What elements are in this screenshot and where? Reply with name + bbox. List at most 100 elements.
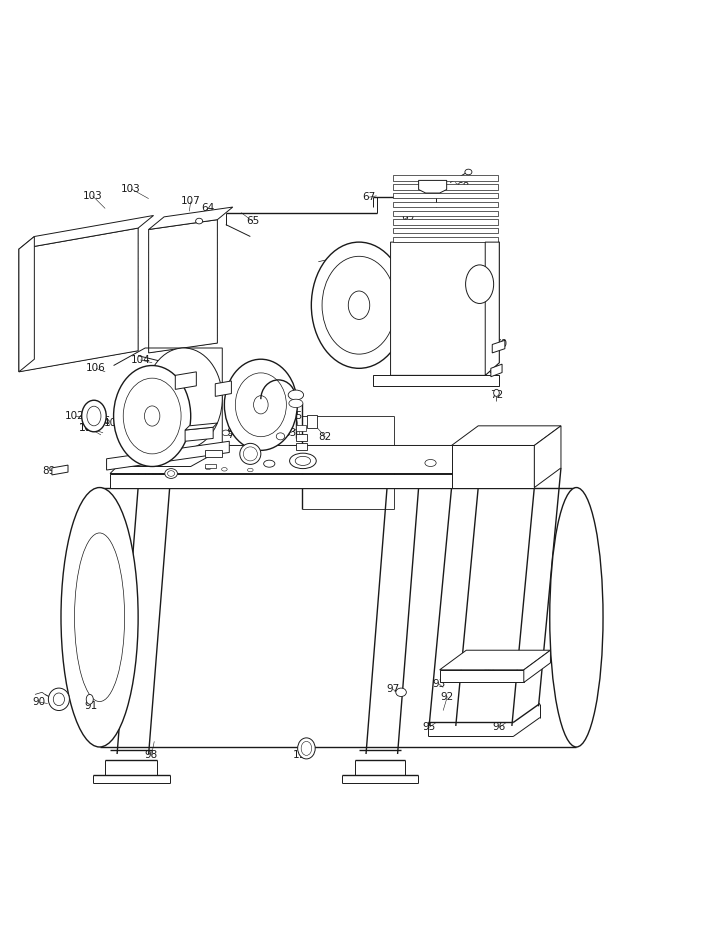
Text: 74: 74	[275, 402, 289, 411]
Text: 67: 67	[362, 192, 375, 202]
Polygon shape	[19, 236, 34, 372]
Text: 110: 110	[293, 750, 313, 760]
Text: 100: 100	[80, 423, 99, 433]
Polygon shape	[451, 425, 561, 445]
Text: 103: 103	[82, 191, 102, 201]
Text: 75: 75	[289, 411, 303, 421]
Text: 103: 103	[18, 349, 38, 359]
Ellipse shape	[82, 400, 106, 432]
Ellipse shape	[341, 254, 348, 259]
Text: 99: 99	[125, 432, 139, 442]
Ellipse shape	[289, 399, 303, 408]
Text: 78: 78	[227, 430, 241, 440]
Text: 88: 88	[482, 446, 496, 456]
Ellipse shape	[61, 488, 138, 747]
FancyBboxPatch shape	[393, 228, 498, 233]
Polygon shape	[149, 219, 218, 353]
Ellipse shape	[222, 430, 230, 436]
FancyBboxPatch shape	[296, 442, 307, 450]
Text: 79: 79	[263, 437, 276, 446]
Text: 91: 91	[84, 702, 98, 711]
Ellipse shape	[113, 366, 191, 466]
Text: 100: 100	[80, 423, 99, 433]
Ellipse shape	[240, 443, 261, 465]
Polygon shape	[492, 341, 505, 353]
Text: 67: 67	[365, 258, 378, 268]
Text: 72: 72	[490, 390, 503, 400]
Text: 107: 107	[181, 197, 201, 206]
Text: 69: 69	[401, 212, 415, 222]
Polygon shape	[451, 445, 534, 488]
Text: 73: 73	[275, 393, 289, 403]
Polygon shape	[110, 445, 534, 474]
FancyBboxPatch shape	[393, 211, 498, 216]
Text: 71: 71	[487, 366, 501, 375]
Text: 68: 68	[456, 183, 470, 192]
Text: 66: 66	[97, 416, 111, 426]
Text: 70: 70	[494, 340, 507, 350]
Ellipse shape	[49, 688, 70, 711]
Ellipse shape	[225, 359, 297, 451]
FancyBboxPatch shape	[393, 175, 498, 181]
Ellipse shape	[289, 453, 316, 468]
FancyBboxPatch shape	[393, 184, 498, 189]
FancyBboxPatch shape	[393, 237, 498, 242]
Polygon shape	[149, 207, 233, 230]
Text: 90: 90	[32, 697, 46, 707]
Text: 98: 98	[145, 750, 158, 760]
Polygon shape	[185, 427, 213, 441]
Polygon shape	[19, 228, 138, 372]
Polygon shape	[534, 425, 561, 488]
Polygon shape	[524, 650, 551, 682]
Ellipse shape	[86, 694, 93, 704]
Polygon shape	[106, 441, 230, 470]
Polygon shape	[369, 252, 380, 266]
FancyBboxPatch shape	[393, 219, 498, 225]
Ellipse shape	[465, 265, 494, 303]
Text: 105: 105	[161, 363, 181, 373]
Text: 92: 92	[441, 691, 454, 702]
Text: 77: 77	[240, 440, 253, 451]
Text: 108: 108	[142, 468, 162, 479]
Text: 63: 63	[251, 420, 264, 429]
Text: 80: 80	[247, 448, 260, 457]
Polygon shape	[215, 381, 232, 397]
Text: 63: 63	[284, 428, 297, 438]
FancyBboxPatch shape	[307, 415, 317, 428]
Text: 83: 83	[226, 428, 239, 438]
Polygon shape	[19, 216, 153, 249]
Text: 87: 87	[175, 458, 187, 468]
FancyBboxPatch shape	[296, 434, 307, 441]
Text: 103: 103	[121, 184, 141, 194]
Text: 94: 94	[483, 665, 496, 675]
FancyBboxPatch shape	[393, 202, 498, 207]
Text: 68: 68	[339, 259, 351, 270]
FancyBboxPatch shape	[205, 450, 222, 456]
FancyBboxPatch shape	[205, 464, 216, 468]
Text: 106: 106	[86, 363, 106, 373]
Text: 101: 101	[103, 418, 123, 428]
Ellipse shape	[263, 460, 275, 467]
Text: 82: 82	[319, 432, 332, 442]
Text: 97: 97	[386, 685, 399, 694]
Text: 76: 76	[267, 463, 280, 473]
Polygon shape	[185, 423, 218, 430]
Ellipse shape	[465, 169, 472, 174]
Ellipse shape	[550, 488, 603, 747]
Text: 62: 62	[40, 306, 54, 316]
Polygon shape	[485, 242, 499, 375]
Ellipse shape	[494, 389, 499, 397]
Text: 95: 95	[422, 722, 436, 732]
Polygon shape	[373, 375, 499, 386]
Ellipse shape	[288, 390, 303, 400]
Ellipse shape	[145, 348, 222, 449]
Polygon shape	[419, 180, 446, 193]
Ellipse shape	[276, 433, 284, 439]
FancyBboxPatch shape	[296, 425, 306, 431]
Ellipse shape	[298, 738, 315, 759]
Text: 104: 104	[130, 355, 150, 365]
Ellipse shape	[165, 468, 177, 479]
Polygon shape	[491, 364, 502, 377]
Text: 86: 86	[182, 450, 194, 460]
Text: 89: 89	[42, 466, 56, 476]
